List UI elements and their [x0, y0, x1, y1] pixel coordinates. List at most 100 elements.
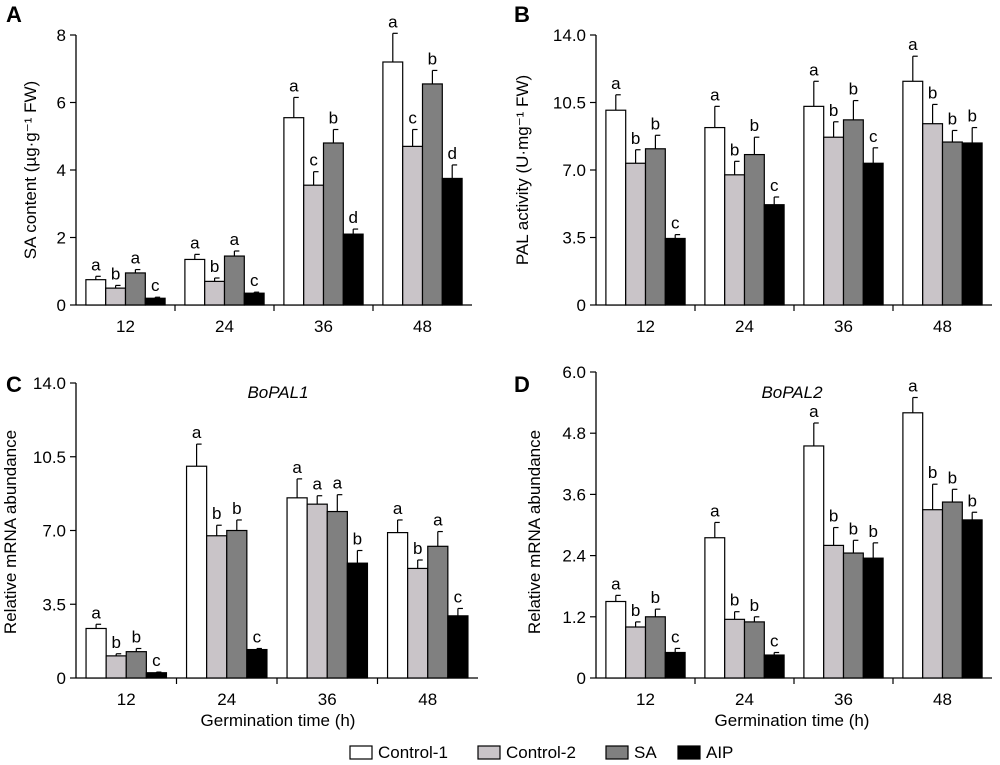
significance-letter: a: [433, 511, 443, 530]
significance-letter: b: [928, 463, 937, 482]
significance-letter: b: [829, 507, 838, 526]
bar-sa: [644, 616, 666, 679]
significance-letter: a: [611, 574, 621, 593]
bar-aip: [145, 672, 168, 679]
y-tick-label: 2: [57, 229, 66, 248]
y-tick-label: 6: [57, 94, 66, 113]
x-tick-label: 36: [314, 317, 333, 336]
bar-control-1: [704, 537, 726, 679]
y-tick-label: 0: [577, 296, 586, 315]
bar-aip: [763, 204, 785, 306]
significance-letter: b: [849, 519, 858, 538]
bar-sa: [124, 272, 146, 306]
significance-letter: b: [111, 633, 120, 652]
x-tick-label: 24: [215, 317, 234, 336]
bar-control-2: [407, 567, 429, 679]
bar-aip: [346, 562, 369, 679]
bar-control-2: [306, 503, 328, 679]
x-tick-label: 36: [318, 690, 337, 709]
significance-letter: a: [710, 501, 720, 520]
y-tick-label: 3.5: [562, 229, 586, 248]
bar-sa: [427, 545, 449, 679]
bar-sa: [743, 153, 765, 306]
significance-letter: b: [428, 49, 437, 68]
bar-control-1: [85, 627, 107, 679]
significance-letter: b: [111, 264, 120, 283]
bar-sa: [644, 148, 666, 306]
bar-aip: [763, 654, 785, 679]
bar-control-1: [902, 80, 924, 306]
panel-label-a: A: [6, 2, 22, 27]
y-axis-label: SA content (µg·g⁻¹ FW): [21, 81, 40, 259]
significance-letter: a: [91, 603, 101, 622]
significance-letter: a: [611, 74, 621, 93]
y-tick-label: 8: [57, 26, 66, 45]
significance-letter: c: [309, 151, 318, 170]
significance-letter: c: [250, 271, 259, 290]
bar-sa: [125, 651, 147, 679]
significance-letter: a: [289, 76, 299, 95]
significance-letter: b: [210, 257, 219, 276]
significance-letter: b: [948, 468, 957, 487]
legend-label: AIP: [706, 743, 733, 762]
bar-control-2: [625, 162, 647, 306]
y-tick-label: 14.0: [553, 26, 586, 45]
legend-label: Control-1: [378, 743, 448, 762]
bar-control-1: [605, 109, 627, 306]
bar-control-2: [724, 174, 746, 306]
significance-letter: a: [809, 402, 819, 421]
legend-item-sa: SA: [605, 743, 657, 762]
bar-sa: [226, 529, 248, 679]
significance-letter: a: [710, 85, 720, 104]
legend-swatch: [349, 745, 373, 760]
bar-sa: [326, 510, 348, 679]
x-tick-label: 24: [217, 690, 236, 709]
significance-letter: c: [770, 632, 779, 651]
bar-sa: [421, 83, 443, 306]
bar-control-2: [625, 626, 647, 679]
bar-control-1: [704, 126, 726, 306]
bar-sa: [223, 255, 245, 306]
x-tick-label: 12: [636, 690, 655, 709]
significance-letter: c: [671, 214, 680, 233]
significance-letter: a: [312, 475, 322, 494]
significance-letter: d: [447, 144, 456, 163]
bar-control-2: [105, 655, 127, 679]
significance-letter: a: [333, 474, 343, 493]
legend-label: Control-2: [506, 743, 576, 762]
panel-b: B PAL activity (U·mg⁻¹ FW) 0 3.5 7.0 10.5 14…: [513, 2, 992, 336]
significance-letter: b: [967, 107, 976, 126]
bar-aip: [441, 177, 463, 306]
significance-letter: c: [151, 276, 160, 295]
significance-letter: b: [730, 591, 739, 610]
legend-swatch: [605, 745, 629, 760]
significance-letter: a: [91, 255, 101, 274]
bar-control-1: [185, 465, 208, 679]
panel-label-c: C: [6, 372, 22, 397]
bar-aip: [144, 297, 166, 306]
bar-control-2: [922, 123, 944, 306]
bar-control-1: [803, 445, 825, 679]
panel-label-b: B: [514, 2, 530, 27]
bar-control-1: [382, 61, 404, 306]
significance-letter: c: [770, 176, 779, 195]
x-tick-label: 48: [413, 317, 432, 336]
bar-control-1: [286, 497, 308, 679]
significance-letter: a: [230, 230, 240, 249]
significance-letter: c: [671, 627, 680, 646]
y-tick-label: 4: [57, 161, 66, 180]
bar-control-1: [283, 117, 305, 306]
panel-title: BoPAL2: [761, 383, 823, 402]
bar-aip: [342, 233, 364, 306]
bar-control-2: [402, 145, 424, 306]
significance-letter: b: [948, 109, 957, 128]
y-axis-label: PAL activity (U·mg⁻¹ FW): [513, 75, 532, 265]
significance-letter: a: [131, 249, 141, 268]
bar-sa: [941, 141, 963, 306]
bar-control-2: [105, 287, 127, 306]
bar-aip: [664, 237, 686, 306]
y-axis-label: Relative mRNA abundance: [525, 430, 544, 634]
